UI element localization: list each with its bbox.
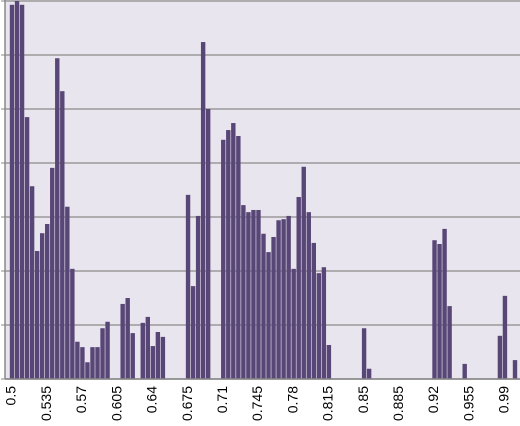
bar <box>271 236 276 379</box>
bar <box>125 298 130 379</box>
bar <box>231 123 236 379</box>
bar <box>251 209 256 379</box>
x-tick-label: 0.955 <box>460 386 476 421</box>
x-tick-label: 0.71 <box>214 386 230 413</box>
bar <box>160 336 166 379</box>
bar <box>286 215 291 379</box>
bar <box>150 346 156 379</box>
x-tick-label: 0.92 <box>425 386 441 413</box>
bar <box>100 328 105 379</box>
bar <box>120 303 125 379</box>
bar <box>9 4 15 380</box>
bar <box>90 347 95 379</box>
bar <box>80 347 85 379</box>
bar <box>39 233 45 379</box>
bar <box>246 212 251 379</box>
bar <box>95 347 100 379</box>
x-tick-label: 0.85 <box>355 386 371 413</box>
bar <box>502 295 508 379</box>
bar <box>301 166 306 379</box>
bar <box>266 252 271 379</box>
bar <box>145 316 151 379</box>
bar <box>432 240 437 379</box>
bar <box>261 233 266 379</box>
bar <box>50 167 55 379</box>
bar <box>311 242 316 379</box>
bar <box>497 335 503 379</box>
bar <box>306 212 311 379</box>
bar <box>447 306 452 379</box>
x-tick-label: 0.815 <box>320 386 336 421</box>
x-tick-label: 0.535 <box>38 386 54 421</box>
bar <box>326 344 332 379</box>
x-tick-label: 0.605 <box>108 386 124 421</box>
bar <box>70 268 75 379</box>
x-tick-label: 0.78 <box>284 386 300 413</box>
x-tick-label: 0.885 <box>390 386 406 421</box>
bar <box>512 360 518 379</box>
bar <box>60 91 65 380</box>
bar <box>361 328 367 379</box>
bar <box>105 321 110 379</box>
bar <box>226 130 231 379</box>
bar <box>24 117 30 379</box>
bar <box>75 341 80 379</box>
bar <box>55 58 60 380</box>
bar <box>14 1 20 379</box>
bar <box>140 322 145 379</box>
x-tick-label: 0.675 <box>179 386 195 421</box>
bar <box>19 4 25 380</box>
bar <box>195 215 201 379</box>
bar <box>296 197 301 379</box>
bar <box>321 267 327 379</box>
bar <box>462 363 467 379</box>
bar <box>442 228 447 379</box>
bar <box>366 368 372 379</box>
bar <box>205 109 211 379</box>
bar <box>65 206 70 379</box>
bar <box>281 219 286 379</box>
bar <box>437 244 442 379</box>
bar <box>45 224 50 379</box>
bar <box>200 42 206 379</box>
x-tick-label: 0.745 <box>249 386 265 421</box>
x-tick-label: 0.5 <box>3 386 19 406</box>
x-tick-label: 0.57 <box>73 386 89 413</box>
bar <box>155 332 161 379</box>
bar <box>85 362 90 379</box>
bar <box>185 194 191 379</box>
bar <box>256 209 261 379</box>
bar <box>190 286 196 379</box>
bar <box>130 333 135 379</box>
bar <box>34 251 40 379</box>
bar <box>316 273 322 379</box>
bar <box>276 220 281 379</box>
bar <box>221 139 226 379</box>
bar <box>291 268 296 379</box>
bar <box>241 205 246 379</box>
x-tick-label: 0.99 <box>496 386 512 413</box>
x-tick-label: 0.64 <box>144 386 160 413</box>
bar <box>29 186 35 379</box>
bar <box>236 136 241 379</box>
